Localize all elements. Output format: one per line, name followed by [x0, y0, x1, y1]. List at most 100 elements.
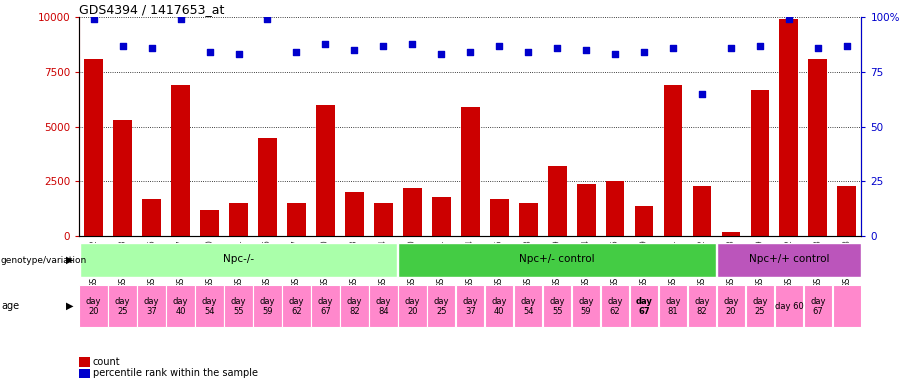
Bar [634, 205, 653, 236]
Bar [490, 199, 508, 236]
Bar [85, 59, 104, 236]
Text: day
25: day 25 [115, 296, 130, 316]
Point [666, 45, 680, 51]
Bar [142, 199, 161, 236]
Bar [746, 285, 774, 327]
Text: day
40: day 40 [173, 296, 188, 316]
Bar [316, 105, 335, 236]
Bar [432, 197, 451, 236]
Bar [171, 85, 190, 236]
Point [260, 17, 274, 23]
Bar [398, 285, 427, 327]
Text: day
81: day 81 [665, 296, 680, 316]
Bar [79, 285, 108, 327]
Text: day
54: day 54 [202, 296, 217, 316]
Bar [287, 204, 306, 236]
Point [463, 49, 477, 55]
Bar [659, 285, 688, 327]
Bar [606, 182, 625, 236]
Text: day
59: day 59 [579, 296, 594, 316]
Bar [601, 285, 629, 327]
Bar [428, 285, 455, 327]
Bar [485, 285, 513, 327]
Bar [345, 192, 364, 236]
Bar [832, 285, 861, 327]
Text: day
54: day 54 [520, 296, 536, 316]
Point [811, 45, 825, 51]
Text: GDS4394 / 1417653_at: GDS4394 / 1417653_at [79, 3, 225, 16]
Bar [461, 107, 480, 236]
Text: day
67: day 67 [810, 296, 825, 316]
Bar [751, 89, 770, 236]
Bar [722, 232, 741, 236]
Bar [200, 210, 219, 236]
Point [434, 51, 448, 58]
Bar [775, 285, 803, 327]
Bar [688, 285, 716, 327]
Bar [808, 59, 827, 236]
Point [202, 49, 217, 55]
Point [289, 49, 303, 55]
Text: day
82: day 82 [346, 296, 362, 316]
Bar [456, 285, 484, 327]
Text: percentile rank within the sample: percentile rank within the sample [93, 368, 257, 378]
Bar [779, 20, 798, 236]
Point [115, 43, 130, 49]
Point [840, 43, 854, 49]
Text: day
62: day 62 [608, 296, 623, 316]
Point [144, 45, 158, 51]
Bar [253, 285, 282, 327]
Bar [577, 184, 596, 236]
Text: ▶: ▶ [67, 255, 74, 265]
Bar [716, 285, 745, 327]
Text: genotype/variation: genotype/variation [1, 256, 87, 265]
Bar [514, 285, 543, 327]
Bar [230, 204, 248, 236]
Bar [403, 188, 422, 236]
Bar [374, 204, 392, 236]
Point [231, 51, 246, 58]
Bar [224, 285, 253, 327]
Point [608, 51, 622, 58]
Text: day
20: day 20 [724, 296, 739, 316]
Point [86, 17, 101, 23]
Point [782, 17, 796, 23]
Bar [109, 285, 137, 327]
Text: day
25: day 25 [434, 296, 449, 316]
Bar [369, 285, 398, 327]
Bar [166, 285, 194, 327]
Text: day
67: day 67 [318, 296, 333, 316]
Bar [548, 166, 567, 236]
Point [521, 49, 535, 55]
Bar [572, 285, 600, 327]
Point [695, 91, 709, 97]
Bar [258, 138, 277, 236]
Bar [311, 285, 339, 327]
Text: day
82: day 82 [694, 296, 710, 316]
Bar [543, 285, 572, 327]
Bar [837, 186, 856, 236]
Bar [630, 285, 658, 327]
Bar [138, 285, 166, 327]
Point [752, 43, 767, 49]
Text: day
37: day 37 [144, 296, 159, 316]
Text: day 60: day 60 [775, 302, 804, 311]
Point [637, 49, 652, 55]
Point [347, 47, 362, 53]
Text: day
55: day 55 [549, 296, 565, 316]
Point [319, 40, 333, 46]
Bar [399, 243, 716, 277]
Point [405, 40, 419, 46]
Text: day
40: day 40 [491, 296, 507, 316]
Text: Npc-/-: Npc-/- [223, 255, 254, 265]
Point [174, 17, 188, 23]
Bar [804, 285, 832, 327]
Text: ▶: ▶ [67, 301, 74, 311]
Point [724, 45, 738, 51]
Text: day
59: day 59 [260, 296, 275, 316]
Text: day
62: day 62 [289, 296, 304, 316]
Bar [80, 243, 397, 277]
Text: day
55: day 55 [230, 296, 247, 316]
Text: day
84: day 84 [375, 296, 392, 316]
Bar [340, 285, 369, 327]
